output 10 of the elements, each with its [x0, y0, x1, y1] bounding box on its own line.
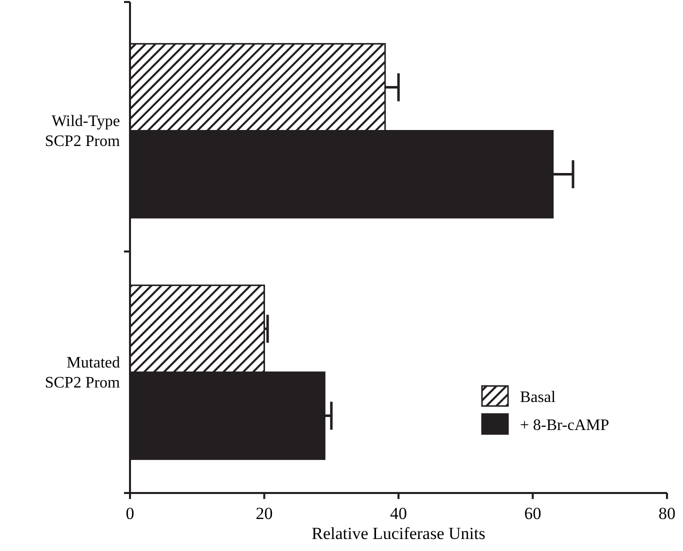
x-tick-label: 0 — [126, 504, 134, 523]
y-tick-label: Mutated SCP2 Prom — [44, 354, 121, 392]
x-axis-title: Relative Luciferase Units — [312, 524, 486, 543]
y-tick-label: Wild-Type SCP2 Prom — [44, 112, 121, 150]
x-tick-label: 80 — [658, 504, 676, 523]
legend-label: + 8-Br-cAMP — [520, 417, 610, 434]
x-tick-label: 20 — [256, 504, 273, 523]
x-tick-label: 40 — [390, 504, 407, 523]
legend-label: Basal — [520, 389, 556, 406]
x-tick-label: 60 — [524, 504, 542, 523]
